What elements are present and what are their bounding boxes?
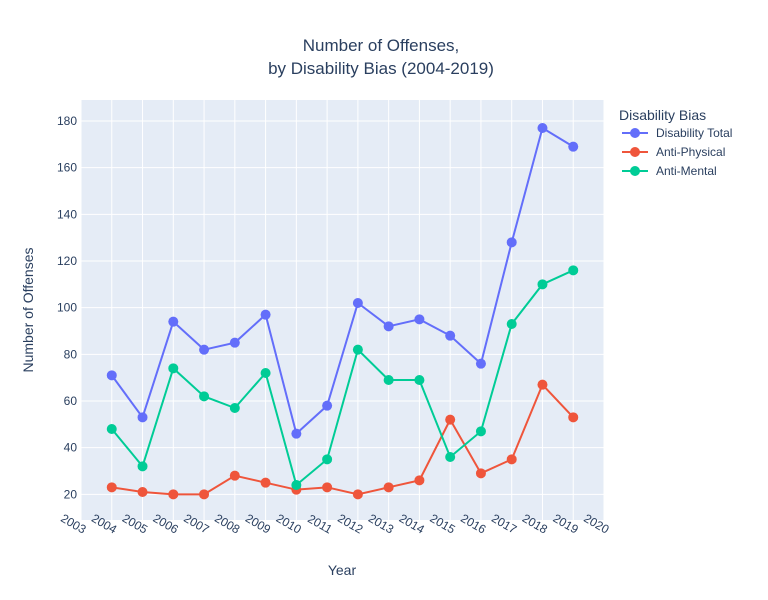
legend-item[interactable]: Disability Total bbox=[622, 126, 732, 140]
y-tick-label: 180 bbox=[57, 114, 77, 128]
legend[interactable]: Disability Bias Disability Total Anti-Phy… bbox=[619, 107, 732, 178]
y-tick-label: 160 bbox=[57, 161, 77, 175]
data-point[interactable] bbox=[106, 482, 117, 493]
series-anti-mental[interactable] bbox=[106, 265, 579, 490]
data-point[interactable] bbox=[137, 461, 148, 472]
data-point[interactable] bbox=[229, 470, 240, 481]
chart-subtitle: by Disability Bias (2004-2019) bbox=[268, 59, 494, 78]
data-point[interactable] bbox=[260, 477, 271, 488]
data-point[interactable] bbox=[475, 426, 486, 437]
data-point[interactable] bbox=[260, 368, 271, 378]
data-point[interactable] bbox=[414, 475, 425, 486]
y-tick-label: 100 bbox=[57, 301, 77, 315]
series-line bbox=[111, 382, 574, 496]
data-point[interactable] bbox=[106, 424, 117, 434]
data-point[interactable] bbox=[475, 358, 486, 369]
data-point[interactable] bbox=[537, 279, 548, 290]
data-point[interactable] bbox=[445, 414, 456, 425]
chart-title: Number of Offenses, bbox=[303, 36, 460, 55]
legend-label: Anti-Physical bbox=[656, 145, 725, 159]
data-point[interactable] bbox=[137, 412, 148, 423]
legend-label: Disability Total bbox=[656, 126, 732, 140]
legend-marker bbox=[630, 128, 640, 138]
x-axis-title: Year bbox=[328, 562, 357, 578]
data-point[interactable] bbox=[260, 309, 271, 320]
y-axis-title: Number of Offenses bbox=[20, 247, 36, 372]
data-point[interactable] bbox=[199, 391, 210, 402]
y-tick-labels: 20 40 60 80 100 120 140 160 180 bbox=[57, 114, 77, 501]
data-point[interactable] bbox=[322, 482, 333, 493]
data-point[interactable] bbox=[106, 370, 117, 381]
data-point[interactable] bbox=[291, 480, 302, 490]
data-point[interactable] bbox=[322, 454, 333, 465]
legend-marker bbox=[630, 147, 640, 157]
data-point[interactable] bbox=[568, 265, 579, 276]
data-point[interactable] bbox=[506, 319, 517, 329]
data-point[interactable] bbox=[537, 379, 548, 390]
data-point[interactable] bbox=[229, 337, 240, 348]
data-point[interactable] bbox=[506, 237, 517, 248]
data-point[interactable] bbox=[168, 316, 179, 327]
y-tick-label: 20 bbox=[64, 487, 78, 501]
y-tick-label: 40 bbox=[64, 441, 78, 455]
legend-label: Anti-Mental bbox=[656, 164, 717, 178]
data-point[interactable] bbox=[414, 375, 425, 385]
legend-title: Disability Bias bbox=[619, 107, 706, 123]
data-point[interactable] bbox=[229, 403, 240, 413]
y-tick-label: 120 bbox=[57, 254, 77, 268]
series-anti-physical[interactable] bbox=[106, 379, 579, 500]
series-group bbox=[106, 123, 579, 500]
data-point[interactable] bbox=[445, 452, 456, 462]
plot-area bbox=[81, 100, 604, 520]
legend-item[interactable]: Anti-Mental bbox=[622, 164, 717, 178]
data-point[interactable] bbox=[445, 330, 456, 341]
y-tick-label: 60 bbox=[64, 394, 78, 408]
data-point[interactable] bbox=[322, 400, 333, 411]
data-point[interactable] bbox=[168, 363, 179, 374]
data-point[interactable] bbox=[168, 489, 179, 500]
legend-marker bbox=[630, 166, 640, 176]
data-point[interactable] bbox=[568, 412, 579, 423]
x-tick-label: 2020 bbox=[581, 511, 611, 537]
data-point[interactable] bbox=[352, 298, 363, 308]
data-point[interactable] bbox=[537, 123, 548, 133]
data-point[interactable] bbox=[383, 375, 394, 385]
grid-lines bbox=[80, 100, 605, 520]
series-disability-total[interactable] bbox=[106, 123, 579, 439]
data-point[interactable] bbox=[475, 468, 486, 479]
series-line bbox=[110, 126, 574, 436]
data-point[interactable] bbox=[199, 489, 210, 500]
legend-item[interactable]: Anti-Physical bbox=[622, 145, 725, 159]
data-point[interactable] bbox=[506, 454, 517, 465]
series-line bbox=[110, 269, 574, 487]
data-point[interactable] bbox=[383, 321, 394, 332]
data-point[interactable] bbox=[383, 482, 394, 493]
data-point[interactable] bbox=[137, 487, 148, 497]
data-point[interactable] bbox=[291, 428, 302, 439]
data-point[interactable] bbox=[414, 314, 425, 325]
data-point[interactable] bbox=[568, 141, 579, 152]
y-tick-label: 80 bbox=[64, 347, 78, 361]
data-point[interactable] bbox=[352, 344, 363, 355]
data-point[interactable] bbox=[352, 489, 363, 500]
data-point[interactable] bbox=[199, 344, 210, 355]
y-tick-label: 140 bbox=[57, 207, 77, 221]
